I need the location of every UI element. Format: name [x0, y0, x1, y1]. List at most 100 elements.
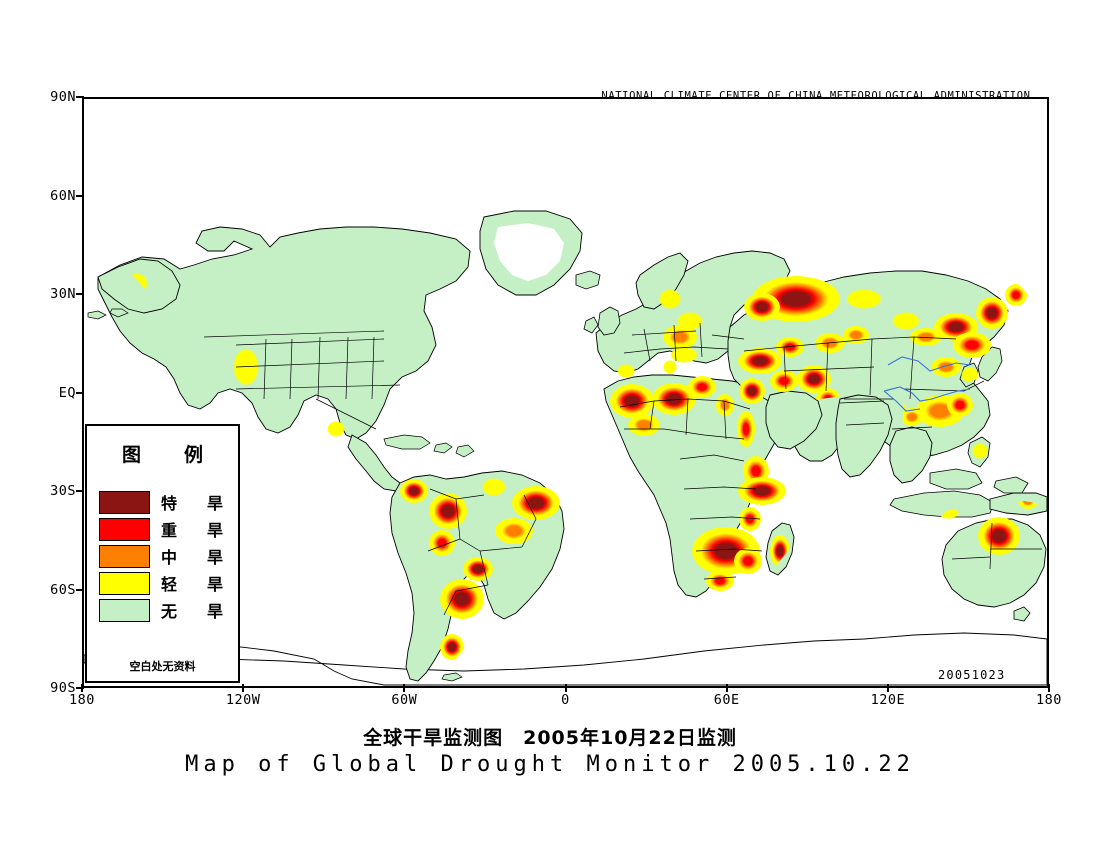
longitude-tick-label: 60W: [391, 692, 418, 708]
drought-blob-mozambique: [734, 548, 762, 574]
upper-yangtze: [883, 390, 921, 412]
drought-blob-colombia: [400, 479, 428, 503]
drought-blob-paraguay: [463, 557, 493, 581]
latitude-tick-label: 30S: [50, 483, 76, 499]
latitude-tick-mark: [76, 687, 84, 689]
longitude-tick-label: 120E: [870, 692, 906, 708]
asia-borders: [743, 336, 985, 430]
drought-blob-kazakhstan-west: [776, 337, 804, 357]
legend-item: 特 旱: [99, 491, 230, 514]
drought-blob-far-east: [976, 297, 1008, 329]
legend-color-swatch: [99, 518, 150, 541]
drought-blob-ural: [744, 293, 780, 321]
drought-blob-poland-baltic: [677, 312, 703, 330]
latitude-tick-mark: [76, 490, 84, 492]
drought-blob-xinjiang: [843, 326, 869, 344]
us-canada-border: [203, 330, 385, 338]
legend-nodata-note: 空白处无资料: [129, 660, 196, 673]
political-boundaries-layer: [203, 322, 1042, 616]
aleutian-islands: [87, 308, 129, 320]
legend-color-swatch: [99, 491, 150, 514]
africa-borders: [619, 398, 763, 580]
drought-blob-northeast-brazil: [512, 486, 560, 520]
drought-blob-kamchatka: [1005, 284, 1027, 306]
china-rivers: [883, 356, 971, 412]
map-canvas: [84, 99, 1047, 686]
latitude-tick-mark: [76, 391, 84, 394]
legend-item: 轻 旱: [99, 572, 230, 595]
longitude-tick-mark: [81, 684, 83, 692]
latitude-tick-label: 90S: [50, 680, 76, 696]
falkland-islands: [441, 672, 463, 682]
legend-item-label: 无 旱: [161, 602, 231, 621]
drought-blob-mongolia: [910, 328, 942, 346]
legend-box: 图 例 特 旱重 旱中 旱轻 旱无 旱 空白处无资料: [85, 424, 240, 683]
latitude-axis: 90N 60N 30N EQ 30S 60S 90S: [10, 89, 84, 696]
drought-blob-argentina-chile: [440, 579, 484, 619]
yellow-river: [887, 356, 971, 372]
yangtze-river: [883, 386, 971, 402]
drought-blob-sudan-redsea: [737, 411, 755, 447]
drought-blob-central-siberia: [846, 289, 882, 309]
longitude-tick-mark: [403, 684, 406, 692]
drought-blob-turkey-caucasus: [738, 348, 782, 374]
map-title-english: Map of Global Drought Monitor 2005.10.22: [185, 752, 915, 777]
latitude-tick-mark: [76, 588, 84, 591]
drought-blob-korea: [961, 367, 979, 383]
drought-blob-northeast-china: [953, 332, 991, 358]
australia-borders: [951, 522, 1042, 570]
longitude-tick-mark: [1048, 684, 1050, 692]
drought-blob-algeria: [688, 376, 716, 398]
legend-color-swatch: [99, 572, 150, 595]
australia: [941, 518, 1047, 608]
longitude-tick-label: 60E: [713, 692, 740, 708]
legend-item: 重 旱: [99, 518, 230, 541]
longitude-tick-label: 120W: [225, 692, 261, 708]
legend-item: 中 旱: [99, 545, 230, 568]
latitude-tick-mark: [76, 194, 84, 197]
mexico-border: [315, 398, 377, 430]
drought-blob-nevada: [233, 348, 259, 386]
map-title-chinese: 全球干旱监测图 2005年10月22日监测: [363, 727, 737, 749]
longitude-tick-label: 0: [561, 692, 570, 708]
iceland: [575, 270, 601, 290]
longitude-tick-label: 180: [1036, 692, 1062, 708]
greenland-icecap: [494, 223, 564, 281]
drought-blob-iran: [770, 370, 798, 392]
latitude-tick-label: EQ: [58, 384, 76, 401]
drought-blob-yunnan: [901, 408, 923, 426]
longitude-tick-mark: [564, 684, 567, 692]
drought-blob-kenya-somalia: [738, 477, 786, 505]
drought-blob-afghanistan: [797, 365, 831, 393]
latitude-tick-label: 60N: [50, 187, 76, 204]
drought-blob-southeast-coast: [947, 393, 973, 417]
drought-blob-italy: [663, 360, 677, 374]
india-borders: [839, 400, 885, 426]
scandinavia: [635, 252, 689, 310]
drought-blob-tanzania: [739, 507, 761, 531]
legend-item-label: 轻 旱: [161, 575, 231, 594]
drought-blob-west-africa: [610, 384, 654, 418]
legend-color-swatch: [99, 545, 150, 568]
antarctica-outline: [84, 632, 1047, 686]
drought-blob-mali: [628, 414, 660, 436]
north-america: [97, 226, 471, 440]
legend-color-swatch: [99, 599, 150, 622]
longitude-tick-label: 180: [69, 692, 95, 708]
indochina: [889, 426, 933, 484]
drought-blob-spain: [617, 364, 635, 378]
longitude-tick-mark: [725, 684, 728, 692]
us-state-borders: [235, 336, 401, 400]
world-drought-heatmap: [84, 99, 1047, 686]
drought-blob-balkans: [670, 347, 698, 363]
drought-blob-egypt-nile: [716, 394, 734, 416]
latitude-tick-label: 30N: [50, 286, 76, 302]
latitude-tick-label: 90N: [50, 89, 76, 105]
drought-blob-mexico: [327, 421, 345, 437]
longitude-tick-mark: [886, 684, 889, 692]
arabian-peninsula: [765, 390, 823, 450]
drought-blob-iraq-levant: [739, 378, 765, 404]
legend-title: 图 例: [121, 444, 215, 466]
latitude-tick-mark: [76, 96, 84, 98]
